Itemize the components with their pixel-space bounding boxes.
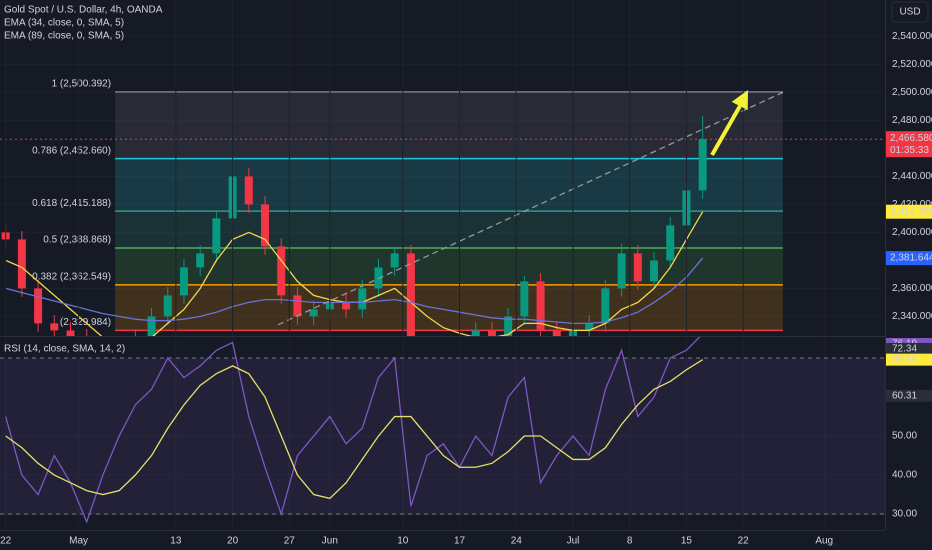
candle-body <box>163 295 172 317</box>
candle-body <box>277 246 286 296</box>
candle-body <box>342 302 351 310</box>
rsi-tag <box>886 353 932 366</box>
y-tick-label: 2,340.000 <box>892 311 932 322</box>
fib-label: 0.382 (2,362.549) <box>32 271 111 282</box>
y-tick-label: 2,480.000 <box>892 115 932 126</box>
x-tick-label: Aug <box>815 536 833 547</box>
candle-body <box>50 323 59 331</box>
price-tag-label: 2,381.644 <box>890 253 932 264</box>
candle-body <box>666 225 675 261</box>
x-tick-label: May <box>69 536 88 547</box>
y-tick-label: 2,420.000 <box>892 199 932 210</box>
fib-label: 0.786 (2,452.660) <box>32 145 111 156</box>
fib-band <box>115 91 783 159</box>
last-price-label: 2,466.580 <box>890 133 932 144</box>
fib-band <box>115 158 783 212</box>
fib-band <box>115 247 783 285</box>
x-tick-label: Jul <box>567 536 580 547</box>
currency-button[interactable] <box>891 1 929 23</box>
price-tag <box>886 204 932 219</box>
rsi-tag <box>886 389 932 402</box>
x-tick-label: 27 <box>284 536 296 547</box>
x-tick-label: 24 <box>511 536 523 547</box>
candle-body <box>66 330 75 336</box>
axes: 2,340.000 2,360.000 2,400.000 2,420.000 2,44… <box>0 31 932 547</box>
y-tick-label: 2,360.000 <box>892 283 932 294</box>
fib-label: 0.618 (2,415.188) <box>32 198 111 209</box>
rsi-tag-label: 72.34 <box>892 344 917 355</box>
arrow <box>710 90 748 156</box>
price-tag-label: 2,414.786 <box>890 206 932 217</box>
candle-body <box>617 253 626 289</box>
candle-body <box>487 330 496 336</box>
rsi-title: RSI (14, close, SMA, 14, 2) <box>4 344 125 355</box>
last-price-tag <box>886 131 932 158</box>
candle-body <box>504 316 513 336</box>
candle-body <box>244 176 253 205</box>
candle-body <box>147 316 156 336</box>
candle-body <box>601 288 610 324</box>
candle-body <box>309 309 318 317</box>
rsi-band <box>0 358 885 515</box>
indicator-legend: EMA (89, close, 0, SMA, 5) <box>4 31 124 42</box>
x-tick-label: 8 <box>627 536 633 547</box>
x-tick-label: 15 <box>681 536 693 547</box>
series-line <box>5 337 701 524</box>
candle-body <box>390 253 399 268</box>
rsi-tag-label: 69.59 <box>892 354 917 365</box>
candle-body <box>698 139 707 191</box>
candle-body <box>650 260 659 282</box>
y-tick-label: 2,500.000 <box>892 87 932 98</box>
indicator-legend: EMA (34, close, 0, SMA, 5) <box>4 18 124 29</box>
candle-body <box>406 253 415 336</box>
x-tick-label: 17 <box>454 536 466 547</box>
rsi-tag-label: 60.31 <box>892 390 917 401</box>
candle-body <box>633 253 642 282</box>
candle-body <box>261 204 270 247</box>
candle-body <box>552 330 561 336</box>
candle-body <box>293 295 302 317</box>
y-tick-label: 40.00 <box>892 470 917 481</box>
candle-body <box>196 253 205 268</box>
price-pane: 1 (2,500.392) 0.786 (2,452.660) 0.618 (2,4… <box>0 78 885 336</box>
x-tick-label: 22 <box>738 536 750 547</box>
series-line <box>5 257 704 325</box>
y-tick-label: 2,440.000 <box>892 171 932 182</box>
series-line <box>5 359 703 500</box>
y-tick-label: 30.00 <box>892 509 917 520</box>
candle-body <box>520 281 529 317</box>
rsi-pane <box>0 337 885 530</box>
candle-body <box>585 323 594 331</box>
x-tick-label: 20 <box>227 536 239 547</box>
candle-body <box>536 281 545 331</box>
candle-body <box>471 330 480 336</box>
arrow-shaft <box>710 105 742 156</box>
y-tick-label: 2,520.000 <box>892 59 932 70</box>
fib-band <box>115 284 783 331</box>
x-tick-label: 10 <box>397 536 409 547</box>
x-tick-label: 13 <box>170 536 182 547</box>
currency-label[interactable]: USD <box>899 7 920 18</box>
arrow-head <box>731 90 748 111</box>
x-tick-label: 22 <box>0 536 12 547</box>
x-tick-label: Jun <box>322 536 338 547</box>
candle-body <box>179 267 188 296</box>
candle-body <box>17 239 26 289</box>
countdown: 01:35:33 <box>890 145 929 156</box>
fib-label: 1 (2,500.392) <box>52 78 112 89</box>
y-tick-label: 2,400.000 <box>892 227 932 238</box>
rsi-tag <box>886 342 932 355</box>
symbol-title: Gold Spot / U.S. Dollar, 4h, OANDA <box>4 5 163 16</box>
price-tag <box>886 251 932 266</box>
candle-body <box>212 218 221 254</box>
candle-body <box>358 288 367 310</box>
y-tick-label: 2,540.000 <box>892 31 932 42</box>
fib-label: 0.5 (2,388.868) <box>43 235 111 246</box>
trend-line <box>277 91 784 326</box>
candle-body <box>34 288 43 324</box>
y-tick-label: 50.00 <box>892 431 917 442</box>
